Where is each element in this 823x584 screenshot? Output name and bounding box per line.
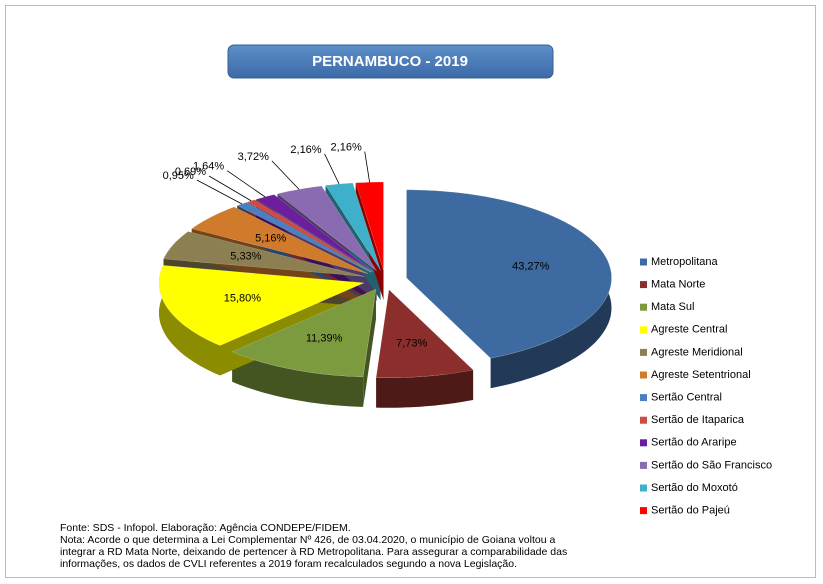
slice-side (363, 289, 377, 407)
legend-label: Mata Norte (651, 279, 705, 291)
legend-swatch (640, 258, 647, 266)
note-line: informações, os dados de CVLI referentes… (60, 558, 517, 570)
slice (236, 202, 372, 273)
data-label: 5,33% (230, 251, 261, 263)
leader-line (271, 160, 300, 190)
legend-swatch (640, 439, 647, 447)
legend-swatch (640, 281, 647, 289)
data-label: 0,95% (163, 170, 194, 182)
frame (5, 5, 816, 578)
legend-label: Agreste Meridional (651, 346, 743, 358)
legend-swatch (640, 348, 647, 356)
data-label: 2,16% (331, 142, 362, 154)
data-label: 15,80% (224, 293, 262, 305)
legend-swatch (640, 303, 647, 311)
legend-label: Sertão de Itaparica (651, 414, 745, 426)
slice-side (159, 265, 220, 376)
slice-side (232, 351, 364, 407)
slice (406, 189, 612, 359)
legend-swatch (640, 461, 647, 469)
slice (231, 288, 377, 378)
data-label: 3,72% (238, 151, 269, 163)
leader-line (196, 179, 243, 205)
slice (191, 206, 369, 274)
data-label: 43,27% (512, 260, 550, 272)
title-box (227, 44, 554, 79)
data-label: 1,64% (193, 161, 224, 173)
legend-label: Sertão do Pajeú (651, 505, 730, 517)
source: Fonte: SDS - Infopol. Elaboração: Agênci… (60, 522, 351, 534)
chart-title: PERNAMBUCO - 2019 (312, 53, 468, 70)
data-label: 7,73% (396, 337, 427, 349)
legend-label: Sertão do Moxotó (651, 482, 738, 494)
legend-label: Agreste Central (651, 324, 727, 336)
legend-label: Metropolitana (651, 256, 719, 268)
legend-swatch (640, 507, 647, 515)
legend-swatch (640, 371, 647, 379)
legend-label: Sertão do Araripe (651, 437, 737, 449)
data-label: 2,16% (290, 144, 321, 156)
leader-line (364, 151, 371, 183)
leader-line (226, 170, 266, 198)
slice-side (376, 370, 474, 408)
legend-label: Sertão do São Francisco (651, 459, 772, 471)
leader-line (208, 175, 252, 202)
legend-label: Sertão Central (651, 392, 722, 404)
data-label: 11,39% (306, 333, 343, 345)
note-line: Nota: Acorde o que determina a Lei Compl… (60, 534, 555, 546)
legend-swatch (640, 326, 647, 334)
note-line: integrar a RD Mata Norte, deixando de pe… (60, 546, 567, 558)
slice (276, 185, 377, 272)
slice (247, 199, 373, 273)
legend-swatch (640, 394, 647, 402)
legend-swatch (640, 416, 647, 424)
data-label: 0,69% (175, 166, 206, 178)
legend-label: Agreste Setentrional (651, 369, 751, 381)
slice (158, 265, 365, 346)
slice (255, 194, 374, 272)
leader-line (324, 153, 340, 185)
legend-label: Mata Sul (651, 301, 694, 313)
data-label: 5,16% (255, 233, 286, 245)
slice (163, 231, 365, 277)
slice (375, 289, 474, 378)
legend-swatch (640, 484, 647, 492)
